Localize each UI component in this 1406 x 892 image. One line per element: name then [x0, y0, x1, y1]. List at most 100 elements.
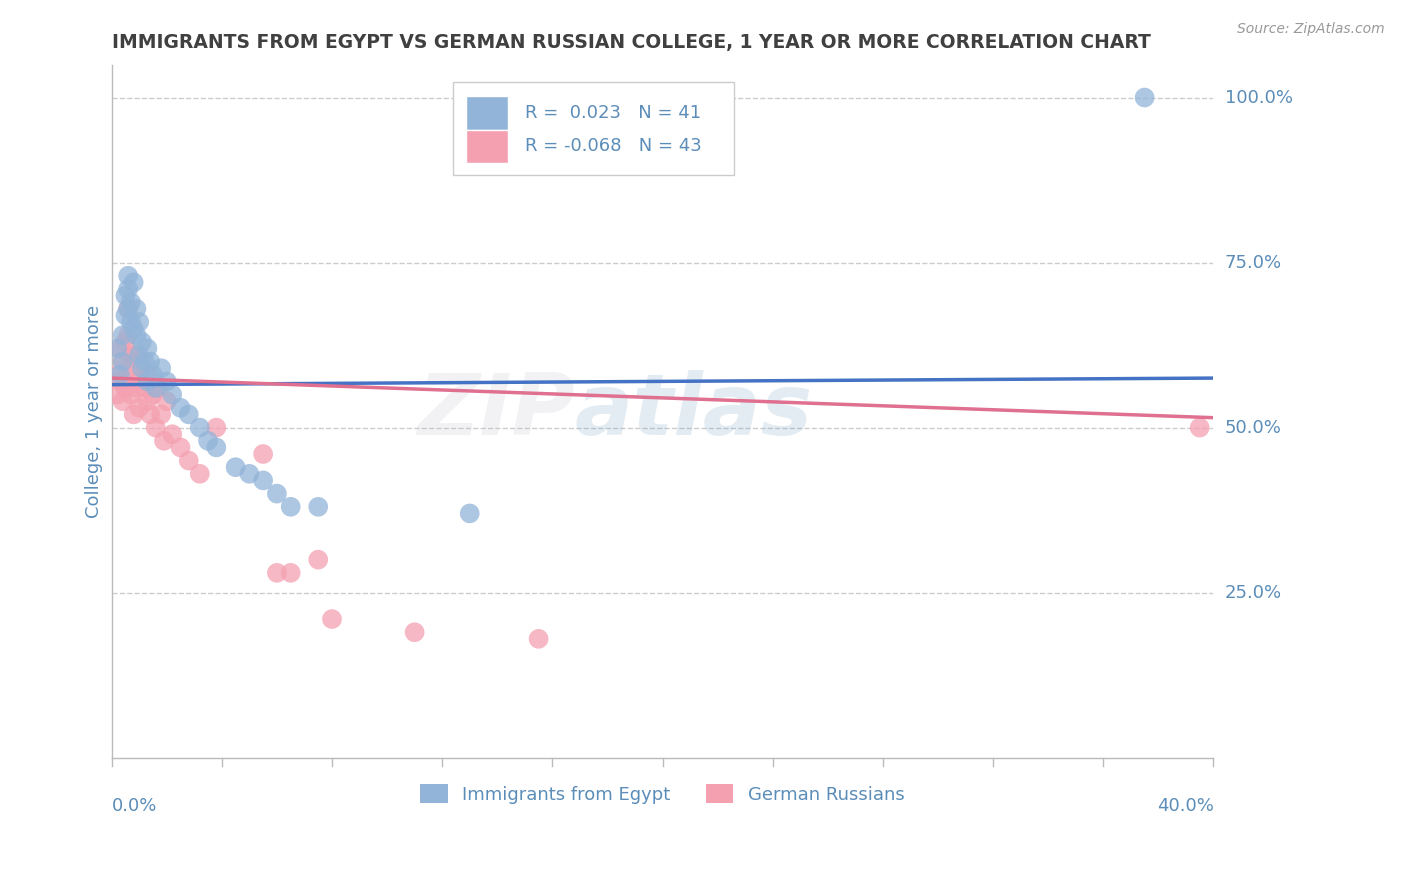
- Point: [145, 420, 167, 434]
- Point: [156, 375, 179, 389]
- Point: [117, 361, 139, 376]
- Point: [134, 354, 156, 368]
- Point: [111, 354, 134, 368]
- Point: [125, 301, 148, 316]
- Point: [131, 361, 153, 376]
- Point: [1188, 420, 1211, 434]
- Legend: Immigrants from Egypt, German Russians: Immigrants from Egypt, German Russians: [413, 777, 912, 811]
- Bar: [467, 96, 509, 129]
- Point: [114, 309, 136, 323]
- Point: [188, 420, 211, 434]
- Point: [136, 375, 159, 389]
- Point: [122, 321, 145, 335]
- Point: [114, 381, 136, 395]
- Point: [117, 328, 139, 343]
- Point: [160, 387, 183, 401]
- Point: [134, 381, 156, 395]
- Text: R =  0.023   N = 41: R = 0.023 N = 41: [524, 104, 702, 122]
- Point: [128, 375, 150, 389]
- Point: [142, 387, 165, 401]
- Point: [266, 566, 288, 580]
- Point: [120, 295, 142, 310]
- Point: [131, 354, 153, 368]
- Point: [128, 401, 150, 415]
- Point: [122, 368, 145, 382]
- Point: [108, 375, 131, 389]
- Point: [117, 301, 139, 316]
- Point: [197, 434, 219, 448]
- Point: [266, 486, 288, 500]
- Point: [252, 447, 274, 461]
- Text: 75.0%: 75.0%: [1225, 253, 1282, 271]
- Point: [108, 368, 131, 382]
- FancyBboxPatch shape: [453, 82, 734, 176]
- Point: [128, 315, 150, 329]
- Point: [105, 387, 128, 401]
- Point: [114, 334, 136, 349]
- Point: [225, 460, 247, 475]
- Point: [280, 566, 302, 580]
- Point: [150, 361, 173, 376]
- Point: [136, 394, 159, 409]
- Point: [321, 612, 343, 626]
- Point: [527, 632, 550, 646]
- Point: [111, 394, 134, 409]
- Point: [120, 387, 142, 401]
- Point: [139, 354, 162, 368]
- Point: [307, 500, 329, 514]
- Y-axis label: College, 1 year or more: College, 1 year or more: [86, 304, 103, 517]
- Text: Source: ZipAtlas.com: Source: ZipAtlas.com: [1237, 22, 1385, 37]
- Point: [120, 348, 142, 362]
- Point: [458, 507, 481, 521]
- Point: [125, 381, 148, 395]
- Point: [205, 420, 228, 434]
- Point: [136, 342, 159, 356]
- Point: [142, 368, 165, 382]
- Text: ZIP: ZIP: [416, 369, 575, 452]
- Text: 100.0%: 100.0%: [1225, 88, 1292, 106]
- Point: [177, 408, 200, 422]
- Point: [404, 625, 426, 640]
- Text: atlas: atlas: [575, 369, 813, 452]
- Point: [136, 368, 159, 382]
- Text: 25.0%: 25.0%: [1225, 583, 1282, 601]
- Point: [125, 328, 148, 343]
- Point: [252, 474, 274, 488]
- Point: [148, 381, 170, 395]
- Point: [117, 301, 139, 316]
- Point: [105, 368, 128, 382]
- Point: [280, 500, 302, 514]
- Point: [111, 328, 134, 343]
- Point: [153, 434, 176, 448]
- Text: 40.0%: 40.0%: [1157, 797, 1213, 814]
- Point: [122, 276, 145, 290]
- Point: [145, 381, 167, 395]
- Point: [117, 282, 139, 296]
- Text: R = -0.068   N = 43: R = -0.068 N = 43: [524, 137, 702, 155]
- Point: [156, 394, 179, 409]
- Point: [177, 453, 200, 467]
- Point: [150, 408, 173, 422]
- Text: 50.0%: 50.0%: [1225, 418, 1281, 436]
- Bar: [467, 129, 509, 163]
- Point: [117, 268, 139, 283]
- Point: [1133, 90, 1156, 104]
- Point: [160, 427, 183, 442]
- Point: [122, 408, 145, 422]
- Point: [169, 441, 191, 455]
- Point: [139, 408, 162, 422]
- Point: [131, 334, 153, 349]
- Text: IMMIGRANTS FROM EGYPT VS GERMAN RUSSIAN COLLEGE, 1 YEAR OR MORE CORRELATION CHAR: IMMIGRANTS FROM EGYPT VS GERMAN RUSSIAN …: [111, 33, 1150, 52]
- Point: [114, 288, 136, 302]
- Text: 0.0%: 0.0%: [111, 797, 157, 814]
- Point: [111, 354, 134, 368]
- Point: [105, 342, 128, 356]
- Point: [188, 467, 211, 481]
- Point: [307, 552, 329, 566]
- Point: [205, 441, 228, 455]
- Point: [238, 467, 260, 481]
- Point: [125, 348, 148, 362]
- Point: [169, 401, 191, 415]
- Point: [128, 348, 150, 362]
- Point: [120, 315, 142, 329]
